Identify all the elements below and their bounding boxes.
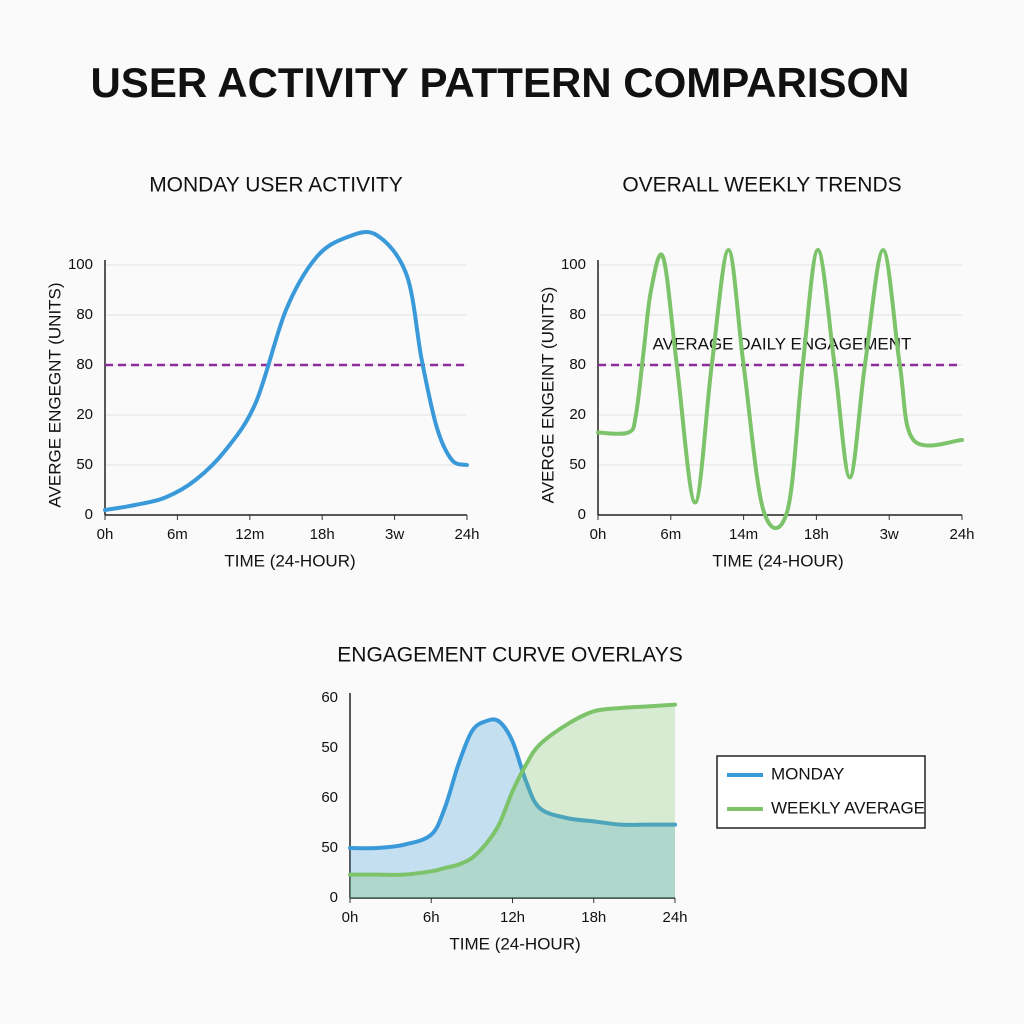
x-axis-label: TIME (24-HOUR) (449, 934, 580, 953)
y-tick-label: 80 (569, 356, 586, 373)
x-tick-label: 18h (804, 526, 829, 543)
y-tick-label: 80 (76, 306, 93, 323)
y-tick-label: 20 (76, 406, 93, 423)
x-tick-label: 6m (167, 526, 188, 543)
x-tick-label: 6m (660, 526, 681, 543)
x-tick-label: 24h (662, 909, 687, 926)
page-title: USER ACTIVITY PATTERN COMPARISON (90, 59, 909, 106)
line (348, 702, 677, 877)
x-tick-label: 6h (423, 909, 440, 926)
y-tick-label: 50 (76, 456, 93, 473)
line (596, 247, 964, 531)
x-tick-label: 3w (385, 526, 404, 543)
y-tick-label: 50 (569, 456, 586, 473)
x-tick-label: 0h (342, 909, 359, 926)
y-tick-label: 20 (569, 406, 586, 423)
x-tick-label: 18h (310, 526, 335, 543)
y-tick-label: 50 (321, 839, 338, 856)
legend-label: WEEKLY AVERAGE (771, 798, 925, 817)
legend-label: MONDAY (771, 764, 844, 783)
chart-title: MONDAY USER ACTIVITY (149, 174, 403, 197)
x-tick-label: 0h (590, 526, 607, 543)
x-tick-label: 12h (500, 909, 525, 926)
legend-box (716, 755, 926, 829)
chart-title: ENGAGEMENT CURVE OVERLAYS (337, 644, 682, 667)
x-tick-label: 24h (454, 526, 479, 543)
y-tick-label: 80 (569, 306, 586, 323)
x-tick-label: 0h (97, 526, 114, 543)
y-tick-label: 100 (561, 256, 586, 273)
line (348, 717, 677, 851)
x-tick-label: 24h (949, 526, 974, 543)
x-axis-label: TIME (24-HOUR) (712, 551, 843, 570)
y-tick-label: 80 (76, 356, 93, 373)
y-tick-label: 50 (321, 739, 338, 756)
y-axis-label: AVERGE ENGEINT (UNITS) (538, 287, 557, 504)
x-tick-label: 18h (581, 909, 606, 926)
y-tick-label: 100 (68, 256, 93, 273)
y-tick-label: 60 (321, 789, 338, 806)
y-tick-label: 0 (578, 506, 586, 523)
x-axis-label: TIME (24-HOUR) (224, 551, 355, 570)
x-tick-label: 12m (235, 526, 264, 543)
y-tick-label: 60 (321, 689, 338, 706)
line (103, 230, 469, 512)
y-tick-label: 0 (85, 506, 93, 523)
y-tick-label: 0 (330, 889, 338, 906)
area-fill (350, 719, 675, 898)
x-tick-label: 3w (880, 526, 899, 543)
area-fill (350, 704, 675, 898)
y-axis-label: AVERGE ENGEGNT (UNITS) (45, 282, 64, 507)
chart-title: OVERALL WEEKLY TRENDS (622, 174, 901, 197)
x-tick-label: 14m (729, 526, 758, 543)
annotation: AVERAGE DAILY ENGAGEMENT (653, 334, 912, 353)
